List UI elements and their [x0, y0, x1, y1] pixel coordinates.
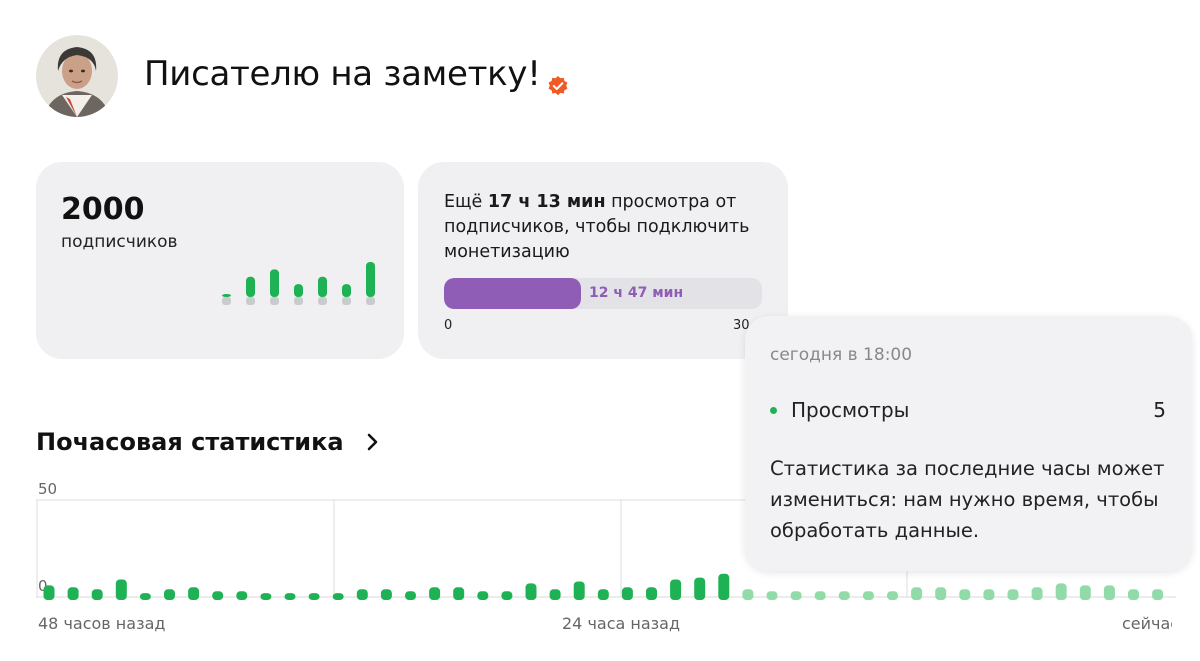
- trend-bar-shadow: [318, 297, 327, 305]
- legend-dot: [770, 406, 777, 414]
- hourly-bar[interactable]: [887, 591, 898, 600]
- hourly-bar[interactable]: [838, 591, 850, 600]
- trend-bar: [366, 262, 375, 297]
- tooltip-metric-value: 5: [1153, 398, 1166, 422]
- hourly-bar[interactable]: [646, 587, 657, 600]
- trend-bar-shadow: [270, 297, 279, 305]
- trend-bar-shadow: [222, 297, 231, 305]
- monetization-progress-bar: 12 ч 47 мин: [444, 278, 762, 309]
- monetization-progress-value: 12 ч 47 мин: [589, 285, 684, 301]
- hourly-bar[interactable]: [356, 589, 368, 600]
- hourly-bar[interactable]: [405, 591, 416, 600]
- hourly-bar[interactable]: [260, 593, 272, 600]
- tooltip-time: сегодня в 18:00: [770, 345, 913, 365]
- chevron-right-icon: [367, 433, 377, 451]
- progress-min-label: 0: [444, 318, 453, 333]
- channel-title-row: Писателю на заметку!: [144, 54, 569, 96]
- trend-bar: [270, 269, 279, 297]
- verified-badge-icon: [547, 66, 569, 96]
- hourly-bar[interactable]: [380, 589, 392, 600]
- monetization-text-suffix: просмотра от подписчиков, чтобы подключи…: [444, 192, 750, 262]
- hourly-bar-chart[interactable]: [36, 476, 1176, 601]
- hourly-bar[interactable]: [91, 589, 103, 600]
- monetization-text-prefix: Ещё: [444, 192, 488, 212]
- hourly-bar[interactable]: [983, 589, 995, 600]
- progress-max-label: 30: [733, 318, 750, 333]
- hourly-bar[interactable]: [115, 579, 127, 601]
- monetization-card[interactable]: Ещё 17 ч 13 мин просмотра от подписчиков…: [418, 162, 788, 359]
- hourly-stats-link[interactable]: Почасовая статистика: [36, 428, 380, 456]
- y-tick-max: 50: [38, 480, 58, 498]
- subscribers-label: подписчиков: [61, 232, 178, 252]
- subscribers-card[interactable]: 2000 подписчиков: [36, 162, 404, 359]
- hourly-bar[interactable]: [1152, 589, 1164, 600]
- tooltip-note: Статистика за последние часы может измен…: [770, 457, 1165, 542]
- hourly-bar[interactable]: [1103, 585, 1115, 600]
- tooltip-metric-row: Просмотры 5: [770, 398, 1166, 422]
- hourly-bar[interactable]: [501, 591, 513, 600]
- hourly-bar[interactable]: [790, 591, 802, 600]
- monetization-remaining-time: 17 ч 13 мин: [487, 192, 606, 212]
- trend-bar-shadow: [366, 297, 375, 305]
- monetization-text: Ещё 17 ч 13 мин просмотра от подписчиков…: [444, 190, 774, 265]
- trend-bar: [222, 294, 231, 297]
- monetization-progress-fill: [444, 278, 581, 309]
- hourly-bar[interactable]: [284, 593, 296, 600]
- hourly-bar[interactable]: [573, 581, 585, 601]
- channel-title: Писателю на заметку!: [144, 54, 541, 94]
- trend-bar: [294, 284, 303, 297]
- hourly-bar[interactable]: [477, 591, 489, 600]
- hourly-bar[interactable]: [453, 587, 465, 600]
- tooltip-metric-label: Просмотры: [791, 398, 910, 422]
- hourly-bar[interactable]: [67, 587, 79, 600]
- hourly-bar[interactable]: [597, 589, 609, 600]
- trend-bar: [246, 276, 255, 297]
- hourly-bar[interactable]: [766, 591, 778, 600]
- hourly-bar[interactable]: [1128, 589, 1139, 600]
- hourly-bar[interactable]: [429, 587, 441, 600]
- hourly-bar[interactable]: [139, 593, 151, 600]
- trend-bar: [342, 284, 351, 297]
- hourly-bar[interactable]: [525, 583, 537, 600]
- hourly-stats-title: Почасовая статистика: [36, 428, 344, 456]
- hourly-bar[interactable]: [959, 589, 971, 600]
- hourly-bar[interactable]: [43, 585, 55, 600]
- hourly-bar[interactable]: [164, 589, 175, 600]
- x-label-48h: 48 часов назад: [38, 614, 166, 633]
- hourly-bar[interactable]: [935, 587, 947, 600]
- chart-tooltip: сегодня в 18:00 Просмотры 5 Статистика з…: [745, 316, 1192, 571]
- hourly-bar[interactable]: [814, 591, 826, 600]
- hourly-bar[interactable]: [670, 579, 682, 601]
- trend-bar-shadow: [342, 297, 351, 305]
- x-label-24h: 24 часа назад: [562, 614, 681, 633]
- hourly-bar[interactable]: [1007, 589, 1019, 600]
- hourly-bar[interactable]: [188, 587, 200, 600]
- hourly-bar[interactable]: [1055, 583, 1067, 600]
- y-tick-min: 0: [38, 577, 48, 595]
- channel-avatar[interactable]: [36, 35, 118, 117]
- subscribers-count: 2000: [61, 192, 145, 227]
- trend-bar-shadow: [294, 297, 303, 305]
- hourly-bar[interactable]: [212, 591, 224, 600]
- hourly-bar[interactable]: [549, 589, 561, 600]
- subscribers-trend-chart: [222, 262, 375, 305]
- hourly-bar[interactable]: [236, 591, 248, 600]
- hourly-bar[interactable]: [694, 577, 706, 600]
- trend-bar: [318, 276, 327, 297]
- hourly-bar[interactable]: [1031, 587, 1043, 600]
- hourly-bar[interactable]: [621, 587, 633, 600]
- hourly-bar[interactable]: [308, 593, 320, 600]
- hourly-bar[interactable]: [742, 589, 754, 600]
- hourly-bar[interactable]: [862, 591, 874, 600]
- hourly-bar[interactable]: [1079, 585, 1091, 600]
- trend-bar-shadow: [246, 297, 255, 305]
- hourly-bar[interactable]: [332, 593, 344, 600]
- hourly-bar[interactable]: [911, 587, 923, 600]
- hourly-bar[interactable]: [718, 573, 730, 600]
